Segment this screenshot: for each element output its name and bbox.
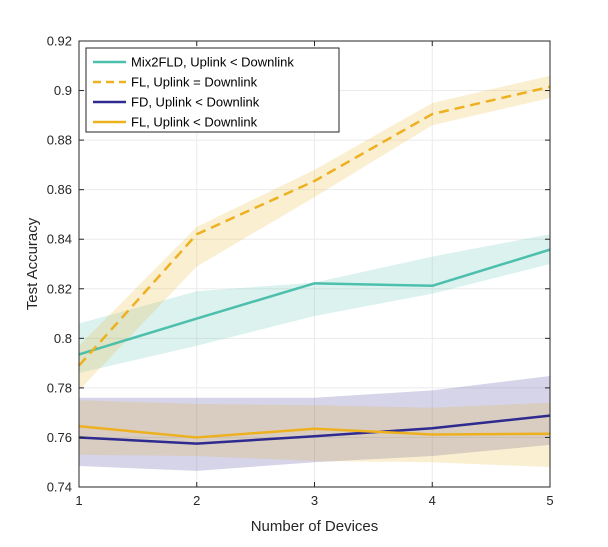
- confidence-bands: [79, 75, 550, 471]
- confidence-band: [79, 400, 550, 468]
- y-tick-label: 0.8: [54, 331, 72, 346]
- y-tick-label: 0.82: [47, 281, 72, 296]
- legend-label: FD, Uplink < Downlink: [131, 95, 260, 110]
- axis-ticks: [78, 40, 551, 488]
- x-tick-label: 5: [546, 493, 553, 508]
- series-line: [78, 85, 551, 367]
- y-tick-label: 0.92: [47, 34, 72, 49]
- y-tick-labels: 0.74 0.76 0.78 0.8 0.82 0.84 0.86 0.88 0.9 0.92: [47, 34, 72, 495]
- y-tick-label: 0.76: [47, 430, 72, 445]
- y-tick-label: 0.9: [54, 83, 72, 98]
- y-axis-title: Test Accuracy: [24, 217, 41, 310]
- y-tick-label: 0.78: [47, 380, 72, 395]
- x-tick-label: 4: [429, 493, 436, 508]
- series-lines: [78, 85, 551, 445]
- x-tick-labels: 1 2 3 4 5: [75, 493, 553, 508]
- y-tick-label: 0.74: [47, 480, 72, 495]
- series-line: [78, 414, 551, 445]
- series-line: [78, 248, 551, 356]
- legend-label: FL, Uplink = Downlink: [131, 75, 258, 90]
- x-tick-label: 2: [193, 493, 200, 508]
- legend-label: Mix2FLD, Uplink < Downlink: [131, 55, 294, 70]
- legend-label: FL, Uplink < Downlink: [131, 115, 258, 130]
- y-tick-label: 0.88: [47, 133, 72, 148]
- x-tick-label: 1: [75, 493, 82, 508]
- y-tick-label: 0.84: [47, 232, 72, 247]
- y-tick-label: 0.86: [47, 182, 72, 197]
- x-tick-label: 3: [311, 493, 318, 508]
- legend-box: [85, 47, 340, 133]
- confidence-band: [79, 75, 550, 391]
- legend: Mix2FLD, Uplink < Downlink FL, Uplink = D…: [85, 47, 340, 133]
- x-axis-title: Number of Devices: [251, 518, 379, 535]
- confidence-band: [79, 376, 550, 471]
- series-line: [78, 425, 551, 439]
- confidence-band: [79, 234, 550, 374]
